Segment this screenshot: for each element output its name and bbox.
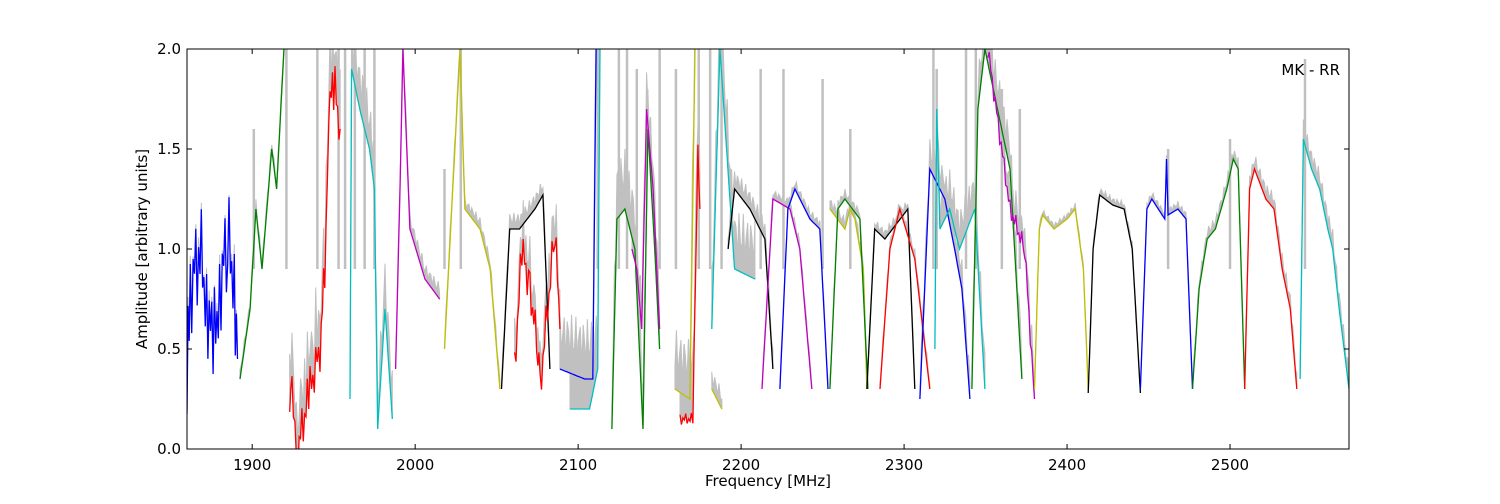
- series-band-27: [987, 51, 1036, 400]
- series-band-18: [761, 197, 813, 390]
- series-band-11: [611, 128, 661, 430]
- series-band-33: [1299, 138, 1349, 390]
- y-tick-label: 0.5: [157, 340, 181, 358]
- series-band-01: [187, 197, 239, 415]
- x-tick-label: 2200: [722, 456, 760, 474]
- series-band-15: [711, 49, 756, 330]
- series-band-13: [674, 49, 696, 401]
- y-axis-label: Amplitude [arbitrary units]: [133, 149, 151, 349]
- series-band-29: [1087, 193, 1142, 394]
- series-band-04: [349, 68, 393, 430]
- series-band-02: [239, 49, 285, 380]
- series-layer: [187, 49, 1349, 449]
- x-tick-label: 2500: [1211, 456, 1249, 474]
- series-band-06: [443, 49, 501, 390]
- x-tick-label: 2400: [1048, 456, 1086, 474]
- series-band-14: [679, 144, 701, 425]
- x-tick-label: 2000: [396, 456, 434, 474]
- series-band-28: [1033, 207, 1089, 390]
- series-band-24: [919, 166, 971, 400]
- y-tick-label: 1.0: [157, 240, 181, 258]
- series-band-07: [500, 192, 551, 390]
- series-band-22: [866, 207, 916, 390]
- series-band-30: [1139, 158, 1194, 390]
- series-band-12: [631, 108, 661, 330]
- chart-annotation: MK - RR: [1281, 61, 1340, 79]
- x-tick-label: 2100: [559, 456, 597, 474]
- y-tick-label: 2.0: [157, 40, 181, 58]
- series-band-21: [829, 197, 869, 390]
- x-tick-label: 1900: [233, 456, 271, 474]
- x-axis-label: Frequency [MHz]: [705, 472, 831, 490]
- y-tick-label: 1.5: [157, 140, 181, 158]
- series-band-03: [289, 66, 341, 449]
- x-tick-label: 2300: [885, 456, 923, 474]
- series-band-16: [711, 388, 723, 410]
- axis-ticks: 1900 2000 2100 2200 2300 2400 2500 0.0 0.5 1.0 1.5…: [157, 40, 1349, 474]
- series-band-05: [394, 49, 441, 370]
- y-tick-label: 0.0: [157, 440, 181, 458]
- series-band-10: [570, 49, 601, 410]
- series-band-31: [1191, 157, 1246, 390]
- series-band-19: [779, 187, 829, 390]
- series-band-09: [559, 49, 597, 380]
- series-band-32: [1244, 166, 1298, 390]
- series-band-08: [513, 237, 561, 390]
- series-band-25: [934, 108, 986, 390]
- series-band-17: [727, 187, 774, 370]
- series-band-23: [879, 206, 931, 390]
